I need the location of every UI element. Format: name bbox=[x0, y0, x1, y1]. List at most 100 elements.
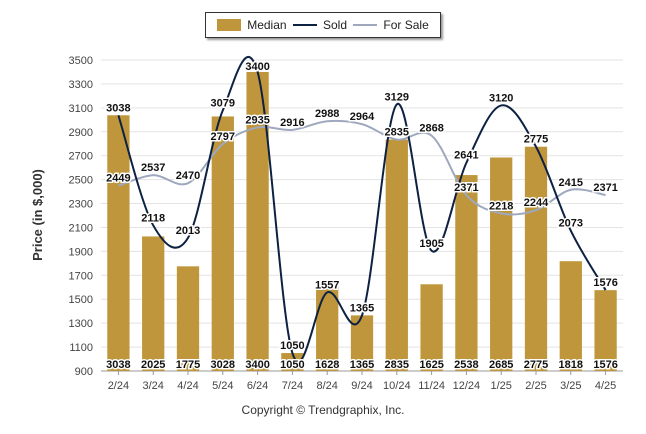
median-bar bbox=[350, 315, 374, 371]
for-sale-value-label: 2988 bbox=[315, 108, 339, 120]
y-tick-label: 1500 bbox=[69, 294, 93, 306]
for-sale-swatch bbox=[353, 24, 378, 26]
y-tick-label: 2100 bbox=[69, 222, 93, 234]
for-sale-value-label: 2797 bbox=[211, 131, 235, 143]
y-tick-label: 2900 bbox=[69, 127, 93, 139]
x-tick-label: 6/24 bbox=[247, 380, 268, 392]
median-value-label: 2025 bbox=[141, 359, 165, 371]
for-sale-value-label: 2537 bbox=[141, 162, 165, 174]
median-value-label: 1625 bbox=[419, 359, 443, 371]
median-swatch bbox=[217, 19, 242, 31]
y-tick-label: 1100 bbox=[69, 342, 93, 354]
median-value-label: 2775 bbox=[524, 359, 548, 371]
median-value-label: 2685 bbox=[489, 359, 513, 371]
sold-line bbox=[117, 56, 607, 363]
price-chart: Price (in $,000) 900 1100 1300 1500 1700 1900… bbox=[30, 55, 623, 392]
median-bar bbox=[490, 157, 513, 371]
legend-label-sold: Sold bbox=[322, 18, 347, 32]
y-tick-label: 2700 bbox=[69, 151, 93, 163]
x-tick-label: 11/24 bbox=[418, 380, 445, 392]
x-tick-label: 2/24 bbox=[108, 380, 129, 392]
y-tick-label: 900 bbox=[75, 366, 93, 378]
for-sale-value-label: 2935 bbox=[245, 115, 269, 127]
sold-value-label: 1905 bbox=[419, 238, 443, 250]
x-tick-label: 3/24 bbox=[142, 380, 163, 392]
legend: Median Sold For Sale bbox=[205, 12, 441, 38]
sold-value-label: 3400 bbox=[245, 61, 269, 73]
sold-value-label: 1557 bbox=[315, 279, 339, 291]
sold-value-label: 1576 bbox=[593, 277, 617, 289]
x-tick-label: 2/25 bbox=[525, 380, 546, 392]
for-sale-value-label: 2415 bbox=[559, 177, 583, 189]
copyright-text: Copyright © Trendgraphix, Inc. bbox=[241, 403, 405, 417]
median-bar bbox=[594, 290, 617, 371]
x-axis-ticks: 2/24 3/24 4/24 5/24 6/24 7/24 8/24 9/24 10/24 11/… bbox=[108, 371, 616, 392]
sold-value-label: 1365 bbox=[350, 302, 374, 314]
for-sale-value-label: 2916 bbox=[280, 117, 304, 129]
x-tick-label: 4/25 bbox=[595, 380, 616, 392]
median-value-label: 1576 bbox=[593, 359, 617, 371]
sold-value-label: 3120 bbox=[489, 92, 513, 104]
x-tick-label: 1/25 bbox=[490, 380, 511, 392]
grid-lines bbox=[101, 59, 623, 372]
data-labels: 3038 2025 1775 3028 3400 1050 1628 1365 2835 1625… bbox=[105, 60, 620, 373]
y-tick-label: 3500 bbox=[69, 55, 93, 67]
median-bar bbox=[559, 261, 582, 371]
median-value-label: 1818 bbox=[559, 359, 583, 371]
x-tick-label: 4/24 bbox=[177, 380, 198, 392]
median-value-label: 3028 bbox=[211, 359, 235, 371]
sold-value-label: 2641 bbox=[454, 150, 478, 162]
sold-value-label: 1050 bbox=[280, 340, 304, 352]
median-bar bbox=[420, 284, 443, 371]
sold-value-label: 2073 bbox=[559, 218, 583, 230]
y-tick-label: 1900 bbox=[69, 246, 93, 258]
y-axis-ticks: 900 1100 1300 1500 1700 1900 2100 2300 2500 2700 2… bbox=[69, 55, 93, 378]
y-tick-label: 3100 bbox=[69, 103, 93, 115]
legend-item-for-sale[interactable]: For Sale bbox=[353, 18, 429, 32]
y-tick-label: 2300 bbox=[69, 199, 93, 211]
median-bar bbox=[385, 139, 408, 371]
median-bar bbox=[142, 236, 165, 371]
x-tick-label: 3/25 bbox=[560, 380, 581, 392]
median-bar bbox=[246, 71, 269, 371]
legend-item-sold[interactable]: Sold bbox=[292, 18, 347, 32]
sold-value-label: 3038 bbox=[106, 102, 130, 114]
median-bar bbox=[211, 116, 234, 371]
median-value-label: 1628 bbox=[315, 359, 339, 371]
x-tick-label: 10/24 bbox=[383, 380, 411, 392]
for-sale-value-label: 2470 bbox=[176, 170, 200, 182]
y-tick-label: 2500 bbox=[69, 175, 93, 187]
legend-label-for-sale: For Sale bbox=[383, 18, 429, 32]
median-bar bbox=[107, 115, 130, 372]
median-value-label: 1365 bbox=[350, 359, 374, 371]
for-sale-line bbox=[118, 119, 606, 216]
for-sale-value-label: 2218 bbox=[489, 200, 513, 212]
median-value-label: 3400 bbox=[245, 359, 269, 371]
sold-value-label: 3129 bbox=[385, 91, 409, 103]
sold-swatch bbox=[292, 24, 317, 26]
for-sale-value-label: 2244 bbox=[524, 197, 549, 209]
median-bar bbox=[281, 353, 304, 371]
for-sale-value-label: 2868 bbox=[419, 123, 443, 135]
for-sale-value-label: 2835 bbox=[385, 127, 409, 139]
sold-value-label: 2775 bbox=[524, 134, 548, 146]
for-sale-value-label: 2371 bbox=[454, 182, 478, 194]
x-tick-label: 8/24 bbox=[316, 380, 337, 392]
x-tick-label: 12/24 bbox=[453, 380, 481, 392]
x-tick-label: 7/24 bbox=[282, 380, 303, 392]
for-sale-value-label: 2964 bbox=[350, 111, 375, 123]
for-sale-value-label: 2449 bbox=[106, 173, 130, 185]
median-bar bbox=[455, 175, 478, 371]
legend-item-median[interactable]: Median bbox=[217, 18, 287, 32]
trend-lines bbox=[117, 56, 607, 363]
y-tick-label: 1300 bbox=[69, 318, 93, 330]
y-tick-label: 1700 bbox=[69, 270, 93, 282]
median-value-label: 2835 bbox=[385, 359, 409, 371]
sold-value-label: 3079 bbox=[211, 97, 235, 109]
legend-label-median: Median bbox=[247, 18, 287, 32]
median-bar bbox=[524, 146, 548, 371]
x-tick-label: 9/24 bbox=[351, 380, 372, 392]
median-value-label: 1775 bbox=[176, 359, 200, 371]
median-bars bbox=[107, 71, 617, 372]
y-axis-label: Price (in $,000) bbox=[30, 169, 45, 261]
